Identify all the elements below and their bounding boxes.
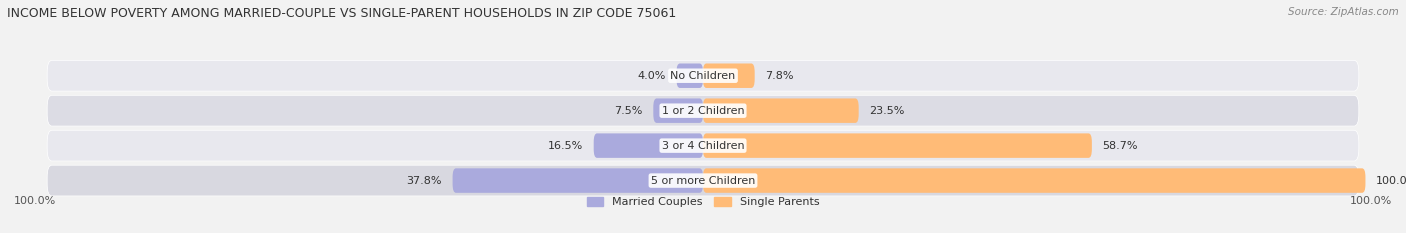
Text: 7.5%: 7.5% <box>614 106 643 116</box>
Bar <box>41 165 1365 196</box>
Text: 1 or 2 Children: 1 or 2 Children <box>662 106 744 116</box>
Text: Source: ZipAtlas.com: Source: ZipAtlas.com <box>1288 7 1399 17</box>
Text: 23.5%: 23.5% <box>869 106 904 116</box>
FancyBboxPatch shape <box>48 165 1358 196</box>
Legend: Married Couples, Single Parents: Married Couples, Single Parents <box>586 197 820 207</box>
Bar <box>41 130 1365 161</box>
FancyBboxPatch shape <box>48 60 1358 91</box>
Bar <box>41 95 1365 126</box>
FancyBboxPatch shape <box>453 168 703 193</box>
FancyBboxPatch shape <box>654 99 703 123</box>
Text: 16.5%: 16.5% <box>548 141 583 151</box>
FancyBboxPatch shape <box>48 95 1358 126</box>
Text: 7.8%: 7.8% <box>765 71 794 81</box>
Text: 4.0%: 4.0% <box>637 71 666 81</box>
FancyBboxPatch shape <box>703 64 755 88</box>
Text: INCOME BELOW POVERTY AMONG MARRIED-COUPLE VS SINGLE-PARENT HOUSEHOLDS IN ZIP COD: INCOME BELOW POVERTY AMONG MARRIED-COUPL… <box>7 7 676 20</box>
Text: 3 or 4 Children: 3 or 4 Children <box>662 141 744 151</box>
FancyBboxPatch shape <box>703 133 1092 158</box>
FancyBboxPatch shape <box>593 133 703 158</box>
FancyBboxPatch shape <box>703 168 1365 193</box>
FancyBboxPatch shape <box>676 64 703 88</box>
FancyBboxPatch shape <box>703 99 859 123</box>
Text: 37.8%: 37.8% <box>406 176 441 185</box>
Text: 5 or more Children: 5 or more Children <box>651 176 755 185</box>
FancyBboxPatch shape <box>48 130 1358 161</box>
Text: 100.0%: 100.0% <box>1350 196 1392 206</box>
Text: 58.7%: 58.7% <box>1102 141 1137 151</box>
Text: No Children: No Children <box>671 71 735 81</box>
Bar <box>41 60 1365 91</box>
Text: 100.0%: 100.0% <box>1376 176 1406 185</box>
Text: 100.0%: 100.0% <box>14 196 56 206</box>
